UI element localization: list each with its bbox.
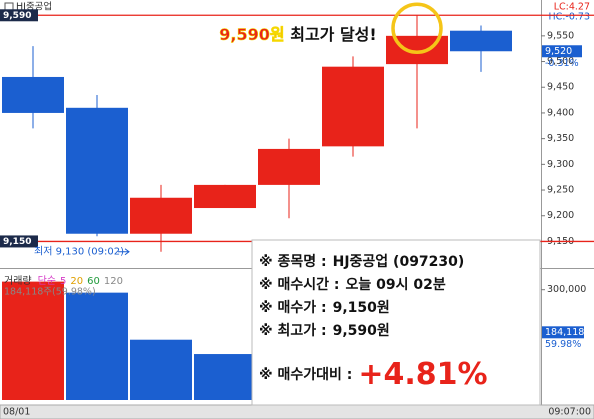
high-line-box: [0, 9, 38, 22]
volume-bar: [130, 339, 192, 400]
volume-bar: [2, 281, 64, 400]
legend: 거래량 단순 5 20 60 120: [4, 275, 123, 287]
y-tick-label: 9,400: [547, 107, 574, 118]
current-box: [542, 45, 582, 58]
legend-entry: 120: [104, 276, 123, 287]
legend-entry: 단순: [38, 275, 56, 287]
annotation-text: 최고가 달성!: [290, 25, 376, 44]
ratio-label: 59.98%: [545, 339, 581, 350]
candle-body: [130, 197, 192, 234]
time-label: 09:07:00: [548, 407, 591, 418]
y-tick-label: 9,350: [547, 133, 574, 144]
change-label: -0.31%: [545, 58, 579, 69]
current-label: 9,520: [545, 46, 572, 57]
y-tick-label: 9,450: [547, 82, 574, 93]
info-label: ※ 매수시간 :: [259, 276, 339, 293]
info-value: 9,150원: [333, 300, 390, 316]
candle-body: [2, 76, 64, 113]
high-line-label: 9,590: [3, 11, 31, 21]
info-row: ※ 최고가 : 9,590원: [259, 323, 390, 339]
y-tick-label: 9,300: [547, 159, 574, 170]
hc-label: HC:-0.73: [548, 12, 590, 23]
y-tick-label: 9,500: [547, 56, 574, 67]
current-box: [542, 326, 584, 339]
info-box-bg: [251, 239, 541, 406]
info-label: ※ 최고가 :: [259, 323, 327, 339]
info-value: 9,590원: [333, 323, 390, 339]
info-label: ※ 종목명 :: [259, 253, 327, 270]
legend-entry: 5: [60, 276, 66, 287]
y-tick-label: 9,200: [547, 210, 574, 221]
volume-subtitle: 184,118주(59.98%): [4, 287, 96, 298]
lc-label: LC:4.27: [554, 2, 590, 13]
candle-body: [258, 148, 320, 185]
info-value: HJ중공업 (097230): [333, 254, 465, 270]
highlight-circle: [391, 2, 443, 55]
annotation-price: 9,590원: [219, 25, 284, 44]
y-tick-label: 9,250: [547, 185, 574, 196]
buy-line-box: [0, 235, 38, 248]
info-row: ※ 매수가대비 : +4.81%: [259, 357, 488, 392]
info-highlight: +4.81%: [358, 357, 487, 392]
buy-line-label: 9,150: [3, 237, 31, 247]
candle-body: [194, 184, 256, 209]
low-arrow: [118, 248, 130, 256]
y-tick-label: 300,000: [547, 284, 586, 295]
volume-bar: [194, 354, 256, 400]
candle-body: [66, 107, 128, 234]
info-box: ※ 종목명 : HJ중공업 (097230)※ 매수시간 : 오늘 09시 02분※…: [251, 239, 541, 406]
time-bar: [0, 404, 594, 419]
info-row: ※ 매수시간 : 오늘 09시 02분: [259, 276, 446, 293]
legend-entry: 60: [87, 276, 100, 287]
info-value: 오늘 09시 02분: [345, 277, 445, 293]
low-note: 최저 9,130 (09:02): [34, 246, 124, 258]
current-label: 184,118: [545, 327, 584, 338]
volume-bar: [66, 292, 128, 400]
candle-body: [450, 30, 512, 52]
info-row: ※ 매수가 : 9,150원: [259, 300, 390, 316]
info-row: ※ 종목명 : HJ중공업 (097230): [259, 253, 464, 270]
candle-body: [322, 66, 384, 147]
legend-entry: 20: [70, 276, 83, 287]
info-label: ※ 매수가대비 :: [259, 367, 352, 383]
info-label: ※ 매수가 :: [259, 300, 327, 316]
start-label: 08/01: [3, 407, 30, 418]
y-tick-label: 9,550: [547, 30, 574, 41]
annotation: 9,590원 최고가 달성!: [219, 25, 376, 44]
legend-title: 거래량: [4, 275, 32, 287]
